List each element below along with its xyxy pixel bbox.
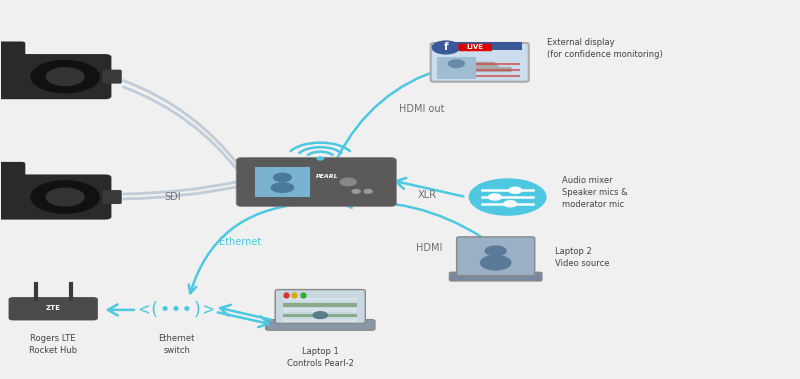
- Ellipse shape: [271, 183, 294, 192]
- FancyArrowPatch shape: [338, 66, 442, 158]
- Text: Audio mixer
Speaker mics &
moderator mic: Audio mixer Speaker mics & moderator mic: [562, 176, 627, 209]
- FancyBboxPatch shape: [0, 54, 111, 99]
- Polygon shape: [460, 62, 500, 68]
- Circle shape: [448, 60, 464, 67]
- Circle shape: [504, 201, 517, 207]
- FancyBboxPatch shape: [9, 297, 98, 320]
- FancyBboxPatch shape: [437, 42, 522, 50]
- FancyBboxPatch shape: [457, 237, 534, 276]
- Text: External display
(for confidence monitoring): External display (for confidence monitor…: [547, 38, 663, 59]
- Text: ZTE: ZTE: [46, 305, 61, 311]
- Circle shape: [470, 179, 546, 215]
- Circle shape: [364, 190, 372, 193]
- Circle shape: [352, 190, 360, 193]
- FancyBboxPatch shape: [283, 303, 358, 307]
- FancyBboxPatch shape: [458, 44, 492, 51]
- FancyArrowPatch shape: [218, 312, 269, 327]
- FancyBboxPatch shape: [254, 166, 310, 197]
- Circle shape: [31, 61, 99, 93]
- Circle shape: [489, 194, 502, 200]
- Text: HDMI out: HDMI out: [398, 103, 444, 114]
- Text: Laptop 1
Controls Pearl-2: Laptop 1 Controls Pearl-2: [287, 347, 354, 368]
- Text: Ethernet
switch: Ethernet switch: [158, 334, 195, 355]
- Text: XLR: XLR: [418, 190, 437, 200]
- Text: Laptop 2
Video source: Laptop 2 Video source: [555, 247, 610, 268]
- FancyBboxPatch shape: [0, 41, 26, 59]
- Circle shape: [46, 188, 84, 206]
- FancyBboxPatch shape: [102, 190, 122, 204]
- Circle shape: [509, 187, 522, 193]
- FancyBboxPatch shape: [437, 56, 475, 79]
- FancyArrowPatch shape: [108, 304, 134, 315]
- FancyBboxPatch shape: [102, 70, 122, 84]
- FancyBboxPatch shape: [283, 314, 358, 317]
- Text: f: f: [443, 42, 448, 52]
- Ellipse shape: [481, 255, 511, 270]
- FancyBboxPatch shape: [266, 319, 375, 330]
- Circle shape: [486, 246, 506, 256]
- Text: PEARL: PEARL: [316, 174, 338, 179]
- Circle shape: [274, 173, 291, 182]
- Text: <(•••)>: <(•••)>: [138, 301, 215, 319]
- FancyBboxPatch shape: [283, 298, 358, 301]
- Text: SDI: SDI: [165, 192, 181, 202]
- Text: HDMI: HDMI: [415, 243, 442, 253]
- FancyBboxPatch shape: [0, 162, 26, 179]
- FancyBboxPatch shape: [450, 272, 542, 281]
- Text: Rogers LTE
Rocket Hub: Rogers LTE Rocket Hub: [29, 334, 78, 355]
- FancyBboxPatch shape: [430, 43, 529, 82]
- Circle shape: [317, 157, 323, 160]
- Text: LIVE: LIVE: [467, 44, 484, 50]
- Circle shape: [31, 181, 99, 213]
- FancyArrowPatch shape: [220, 305, 271, 320]
- Circle shape: [432, 41, 459, 54]
- FancyBboxPatch shape: [448, 67, 512, 72]
- FancyBboxPatch shape: [0, 174, 111, 219]
- FancyBboxPatch shape: [236, 157, 397, 207]
- Circle shape: [313, 312, 327, 318]
- Text: Ethernet: Ethernet: [219, 237, 262, 247]
- FancyBboxPatch shape: [275, 290, 366, 323]
- Circle shape: [340, 178, 356, 186]
- FancyArrowPatch shape: [396, 178, 463, 196]
- FancyBboxPatch shape: [283, 319, 358, 322]
- Circle shape: [46, 68, 84, 86]
- FancyArrowPatch shape: [342, 197, 482, 237]
- FancyBboxPatch shape: [283, 309, 358, 312]
